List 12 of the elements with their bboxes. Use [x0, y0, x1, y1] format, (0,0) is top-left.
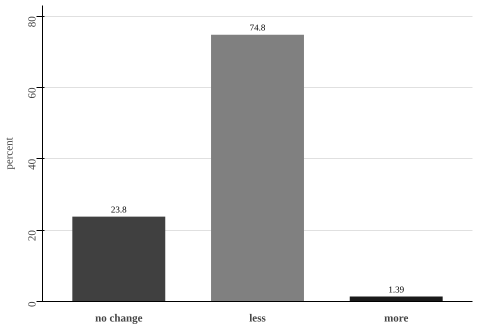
x-tick-label: more	[384, 312, 408, 324]
y-tick-label: 40	[26, 158, 38, 170]
y-tick-label: 20	[26, 230, 38, 242]
x-tick-label: no change	[95, 312, 143, 324]
data-label: 1.39	[388, 284, 405, 295]
x-tick-label: less	[249, 312, 266, 324]
data-label: 23.8	[110, 204, 128, 215]
y-axis-title: percent	[4, 137, 16, 170]
data-label: 74.8	[250, 22, 266, 33]
y-tick-label: 80	[26, 16, 38, 28]
y-tick-label: 60	[26, 87, 38, 99]
y-tick-label: 0	[26, 301, 38, 307]
